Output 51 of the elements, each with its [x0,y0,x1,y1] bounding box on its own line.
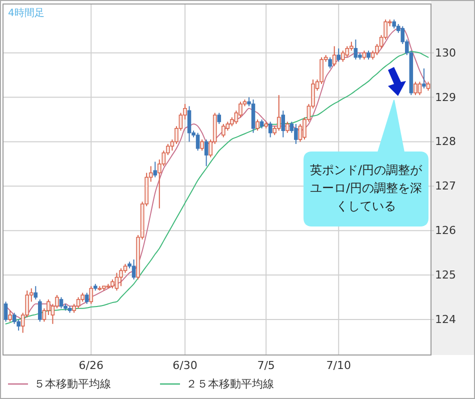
candlestick [294,123,298,144]
candlestick [340,50,345,62]
candlestick [256,119,260,132]
x-tick-label: 7/10 [326,359,351,372]
candlestick [4,301,8,322]
y-tick-label: 125 [435,268,456,282]
y-tick-label: 129 [435,90,456,104]
x-tick-label: 7/5 [257,359,275,372]
candlestick [76,296,80,309]
legend-label: ２５本移動平均線 [186,378,274,390]
candlestick [414,81,418,96]
y-tick-label: 127 [435,180,456,193]
candlestick [354,39,358,60]
y-tick-label: 130 [435,46,456,60]
candlestick [34,286,38,300]
candlestick [114,272,119,292]
candlestick [59,296,64,309]
candlestick [38,298,42,322]
candlestick [238,101,242,118]
candlestick [298,123,302,142]
annotation: 4時間足 [8,7,44,19]
candlestick [187,106,192,142]
y-tick-label: 124 [435,312,456,326]
candlestick [345,46,350,58]
annotation: 英ポンド/円の調整がユーロ/円の調整を深くしている [310,163,424,213]
candlestick [336,48,341,62]
candlestick [153,161,158,178]
candlestick [196,132,200,152]
candlestick [281,110,286,138]
candlestick [222,123,226,138]
candlestick [217,112,222,124]
x-tick-label: 6/26 [78,359,104,372]
candlestick [332,46,336,67]
candlestick [8,310,12,322]
y-tick-label: 128 [435,135,456,148]
candlestick [84,292,89,304]
candlestick [200,139,204,152]
candlestick [328,56,332,69]
y-tick-label: 126 [435,224,456,238]
candlestick [12,312,16,324]
candlestick [132,258,136,280]
legend-label: ５本移動平均線 [34,378,111,390]
candlestick [276,94,281,132]
x-tick-label: 6/30 [172,359,198,372]
candlestick [422,68,426,89]
candlestick [89,286,94,304]
candlestick [286,121,290,134]
candlestick [268,121,272,138]
candlestick [418,81,422,96]
candlestick [204,139,208,167]
candlestick [119,268,123,287]
